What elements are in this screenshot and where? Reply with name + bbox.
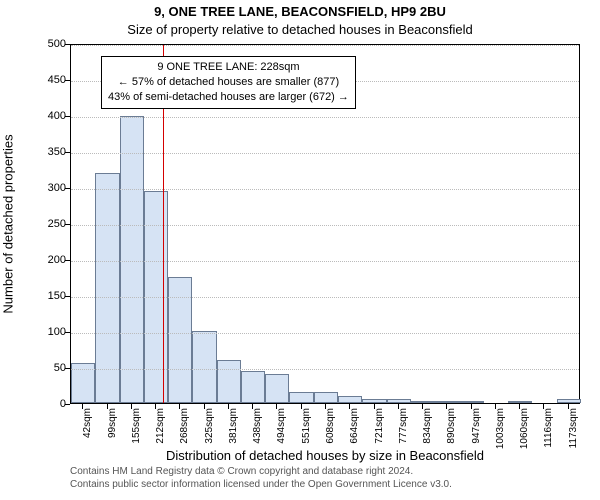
histogram-bar	[168, 277, 192, 403]
sub-title: Size of property relative to detached ho…	[0, 22, 600, 37]
x-tick-label: 1060sqm	[519, 387, 530, 437]
y-tick-mark	[65, 332, 70, 333]
y-tick-mark	[65, 404, 70, 405]
grid-line	[71, 369, 579, 370]
x-tick-label: 325sqm	[204, 387, 215, 437]
x-tick-label: 155sqm	[131, 387, 142, 437]
histogram-bar	[120, 116, 144, 403]
x-tick-label: 890sqm	[446, 387, 457, 437]
y-tick-mark	[65, 260, 70, 261]
x-axis-label: Distribution of detached houses by size …	[70, 448, 580, 463]
y-tick-label: 450	[26, 74, 66, 86]
y-tick-mark	[65, 224, 70, 225]
grid-line	[71, 153, 579, 154]
x-tick-label: 268sqm	[179, 387, 190, 437]
plot-area: 9 ONE TREE LANE: 228sqm ← 57% of detache…	[70, 44, 580, 404]
y-tick-label: 50	[26, 362, 66, 374]
y-tick-label: 250	[26, 218, 66, 230]
y-tick-label: 150	[26, 290, 66, 302]
grid-line	[71, 225, 579, 226]
y-tick-label: 100	[26, 326, 66, 338]
x-tick-label: 1003sqm	[495, 387, 506, 437]
x-tick-label: 42sqm	[82, 387, 93, 437]
x-tick-label: 551sqm	[301, 387, 312, 437]
y-tick-mark	[65, 188, 70, 189]
y-tick-mark	[65, 44, 70, 45]
x-tick-label: 947sqm	[471, 387, 482, 437]
x-tick-label: 212sqm	[155, 387, 166, 437]
y-tick-label: 200	[26, 254, 66, 266]
y-tick-mark	[65, 80, 70, 81]
y-tick-mark	[65, 296, 70, 297]
x-tick-label: 99sqm	[107, 387, 118, 437]
annotation-line2: ← 57% of detached houses are smaller (87…	[108, 75, 349, 90]
annotation-line3: 43% of semi-detached houses are larger (…	[108, 90, 349, 105]
footer-line1: Contains HM Land Registry data © Crown c…	[70, 466, 580, 479]
grid-line	[71, 333, 579, 334]
x-tick-label: 1173sqm	[568, 387, 579, 437]
y-tick-label: 300	[26, 182, 66, 194]
y-tick-mark	[65, 116, 70, 117]
y-tick-mark	[65, 368, 70, 369]
x-tick-label: 777sqm	[398, 387, 409, 437]
grid-line	[71, 189, 579, 190]
grid-line	[71, 261, 579, 262]
x-tick-label: 664sqm	[349, 387, 360, 437]
annotation-box: 9 ONE TREE LANE: 228sqm ← 57% of detache…	[101, 56, 356, 109]
super-title: 9, ONE TREE LANE, BEACONSFIELD, HP9 2BU	[0, 4, 600, 19]
y-tick-label: 0	[26, 398, 66, 410]
grid-line	[71, 297, 579, 298]
x-tick-label: 834sqm	[422, 387, 433, 437]
x-tick-label: 608sqm	[325, 387, 336, 437]
chart-container: 9, ONE TREE LANE, BEACONSFIELD, HP9 2BU …	[0, 0, 600, 500]
x-tick-label: 494sqm	[276, 387, 287, 437]
grid-line	[71, 117, 579, 118]
y-tick-label: 400	[26, 110, 66, 122]
x-tick-label: 1116sqm	[543, 387, 554, 437]
y-tick-mark	[65, 152, 70, 153]
x-tick-label: 381sqm	[228, 387, 239, 437]
grid-line	[71, 45, 579, 46]
footer-line2: Contains public sector information licen…	[70, 479, 580, 492]
y-axis-label: Number of detached properties	[1, 134, 16, 313]
x-tick-label: 438sqm	[252, 387, 263, 437]
x-tick-label: 721sqm	[374, 387, 385, 437]
footer: Contains HM Land Registry data © Crown c…	[70, 466, 580, 491]
y-tick-label: 500	[26, 38, 66, 50]
annotation-line1: 9 ONE TREE LANE: 228sqm	[108, 60, 349, 75]
y-tick-label: 350	[26, 146, 66, 158]
